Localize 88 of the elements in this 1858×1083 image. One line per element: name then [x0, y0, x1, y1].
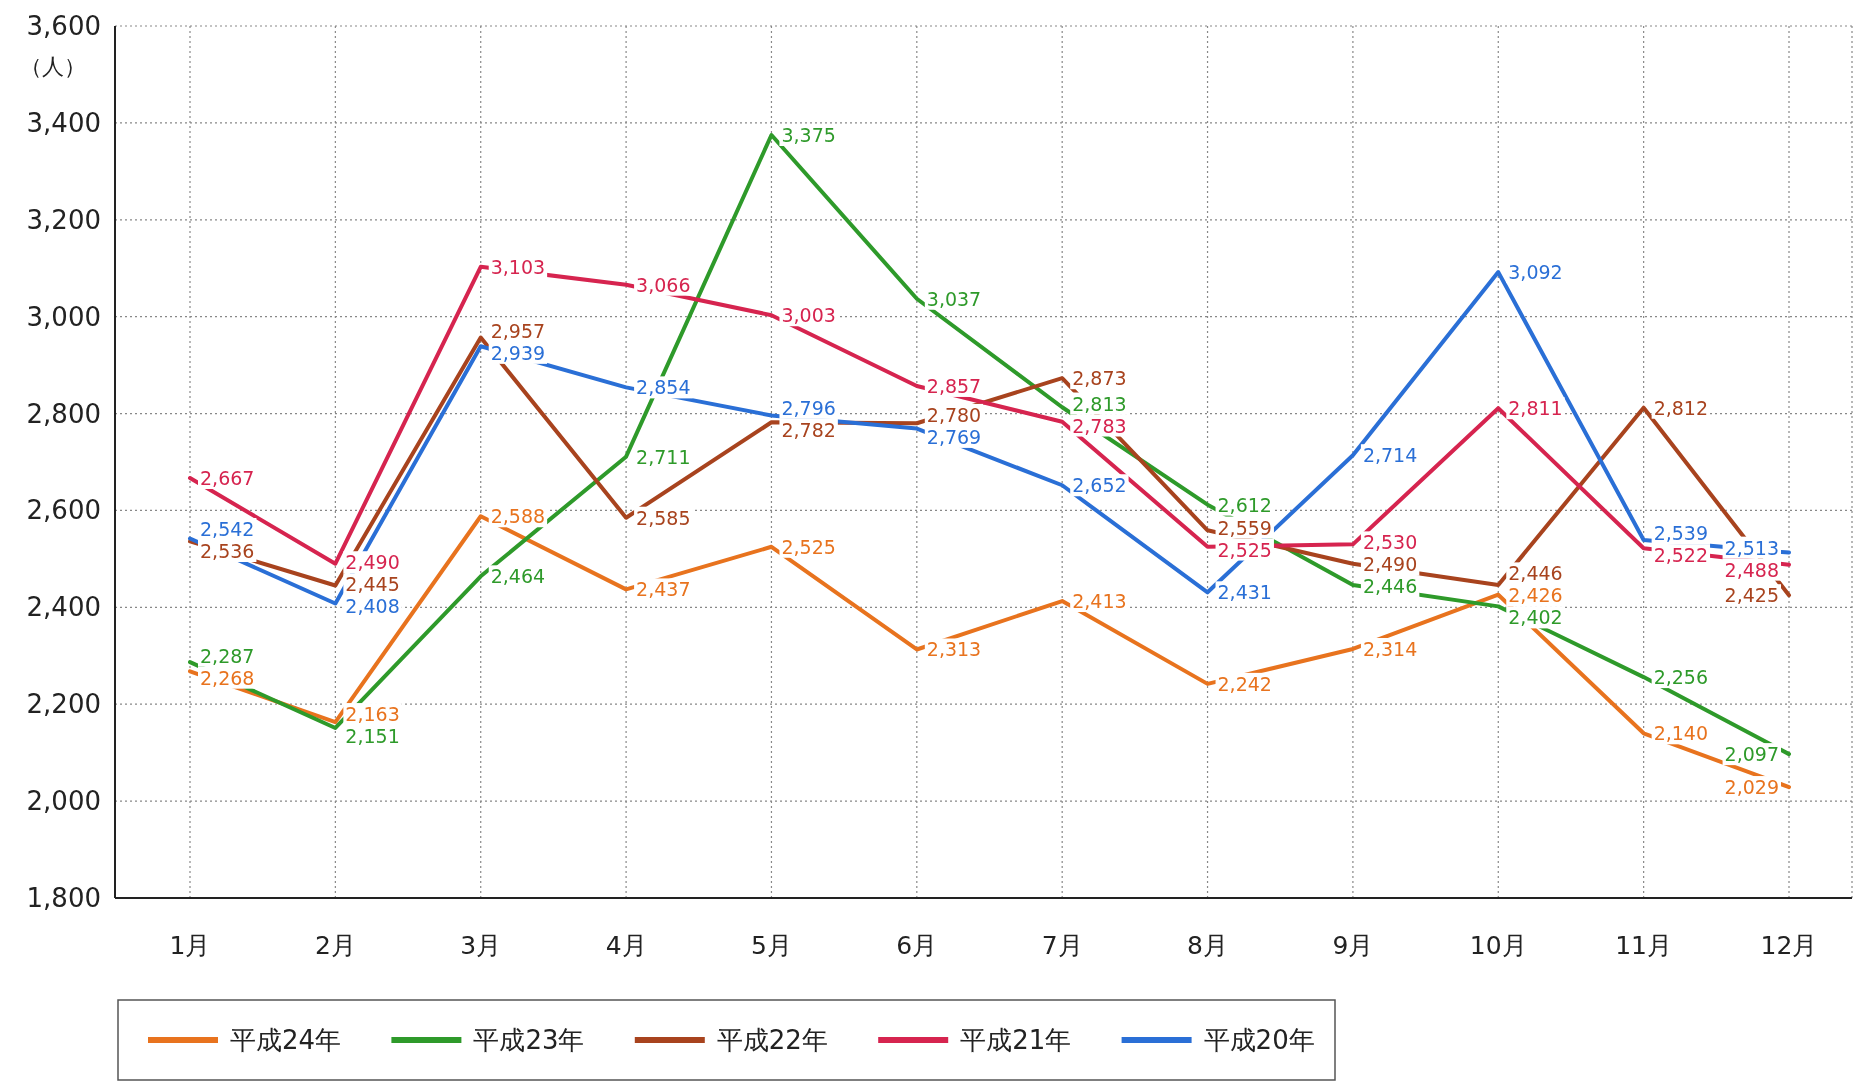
- data-label: 2,437: [636, 578, 691, 601]
- data-label: 2,446: [1508, 562, 1563, 585]
- data-label: 2,445: [345, 573, 400, 596]
- data-label: 2,488: [1724, 558, 1779, 581]
- legend-label: 平成20年: [1203, 1025, 1315, 1055]
- y-tick-label: 1,800: [26, 883, 101, 913]
- data-label: 2,585: [636, 506, 691, 529]
- data-label: 2,513: [1724, 536, 1779, 559]
- x-tick-label: 8月: [1187, 931, 1228, 960]
- data-label: 2,612: [1217, 493, 1272, 516]
- data-label: 2,525: [781, 535, 836, 558]
- data-label: 2,256: [1653, 666, 1709, 689]
- data-label: 2,313: [926, 638, 982, 661]
- x-tick-label: 4月: [605, 931, 647, 960]
- data-label: 2,525: [1217, 538, 1272, 561]
- data-label: 2,314: [1362, 638, 1418, 660]
- data-label: 2,464: [490, 565, 546, 588]
- data-label: 2,522: [1653, 544, 1709, 567]
- x-tick-label: 2月: [314, 931, 356, 960]
- data-label: 2,408: [345, 595, 400, 618]
- x-tick-label: 11月: [1615, 931, 1673, 960]
- data-label: 2,029: [1724, 776, 1779, 799]
- data-label: 2,536: [200, 540, 255, 562]
- data-label: 3,375: [781, 124, 836, 146]
- data-label: 2,588: [490, 505, 546, 528]
- data-label: 3,037: [926, 287, 982, 310]
- y-tick-label: 2,200: [26, 689, 101, 720]
- data-label: 2,780: [926, 403, 982, 426]
- x-tick-label: 12月: [1760, 931, 1818, 960]
- data-label: 2,711: [636, 445, 691, 468]
- data-label: 2,539: [1653, 522, 1709, 545]
- data-label: 2,769: [926, 425, 982, 448]
- data-label: 2,426: [1508, 584, 1563, 607]
- y-tick-label: 2,400: [26, 592, 101, 623]
- x-tick-label: 10月: [1469, 931, 1527, 960]
- y-tick-label: 2,800: [26, 398, 101, 429]
- legend-label: 平成24年: [230, 1025, 342, 1055]
- data-label: 2,268: [200, 666, 255, 689]
- data-label: 2,782: [781, 418, 836, 441]
- data-label: 3,092: [1508, 261, 1563, 284]
- data-label: 2,287: [200, 644, 255, 667]
- x-tick-label: 3月: [460, 931, 502, 960]
- data-label: 2,490: [345, 551, 400, 574]
- data-label: 3,066: [636, 273, 691, 296]
- data-label: 2,714: [1362, 444, 1418, 467]
- y-tick-label: 3,000: [26, 301, 101, 332]
- data-label: 2,813: [1072, 392, 1127, 415]
- data-label: 2,873: [1072, 367, 1127, 390]
- data-label: 2,857: [926, 374, 982, 397]
- x-tick-label: 7月: [1041, 931, 1083, 960]
- x-tick-label: 9月: [1332, 931, 1374, 960]
- data-label: 2,542: [200, 518, 255, 540]
- data-label: 2,667: [200, 466, 255, 489]
- legend-label: 平成23年: [473, 1025, 585, 1055]
- data-label: 2,446: [1362, 575, 1418, 598]
- data-label: 3,103: [490, 255, 546, 278]
- data-label: 2,812: [1653, 396, 1709, 419]
- y-tick-label: 3,200: [26, 204, 101, 235]
- legend-label: 平成21年: [960, 1025, 1072, 1055]
- data-label: 2,431: [1217, 581, 1272, 604]
- data-label: 2,783: [1072, 414, 1127, 437]
- legend-label: 平成22年: [716, 1025, 828, 1055]
- data-label: 2,413: [1072, 590, 1127, 613]
- data-label: 2,559: [1217, 516, 1272, 539]
- data-label: 2,163: [345, 703, 400, 726]
- x-tick-label: 5月: [751, 931, 792, 960]
- data-label: 2,530: [1362, 531, 1418, 554]
- y-tick-label: 2,600: [26, 495, 101, 526]
- y-tick-label: 2,000: [26, 786, 101, 817]
- x-tick-label: 1月: [169, 931, 211, 960]
- data-label: 2,140: [1653, 722, 1709, 745]
- data-label: 2,151: [345, 725, 400, 748]
- data-label: 2,425: [1724, 584, 1779, 607]
- data-label: 2,957: [490, 319, 546, 342]
- data-label: 2,652: [1072, 474, 1127, 497]
- data-label: 2,854: [636, 376, 691, 399]
- data-label: 2,402: [1508, 606, 1563, 629]
- data-label: 2,097: [1724, 743, 1779, 766]
- x-tick-label: 6月: [896, 931, 938, 960]
- data-label: 2,811: [1508, 397, 1563, 420]
- y-tick-label: 3,600: [26, 11, 101, 41]
- y-tick-label: 3,400: [26, 107, 101, 138]
- data-label: 2,242: [1217, 672, 1272, 695]
- data-label: 3,003: [781, 304, 836, 327]
- data-label: 2,796: [781, 396, 836, 419]
- data-label: 2,490: [1362, 553, 1418, 576]
- y-axis-title: （人）: [20, 54, 86, 79]
- data-label: 2,939: [490, 341, 546, 364]
